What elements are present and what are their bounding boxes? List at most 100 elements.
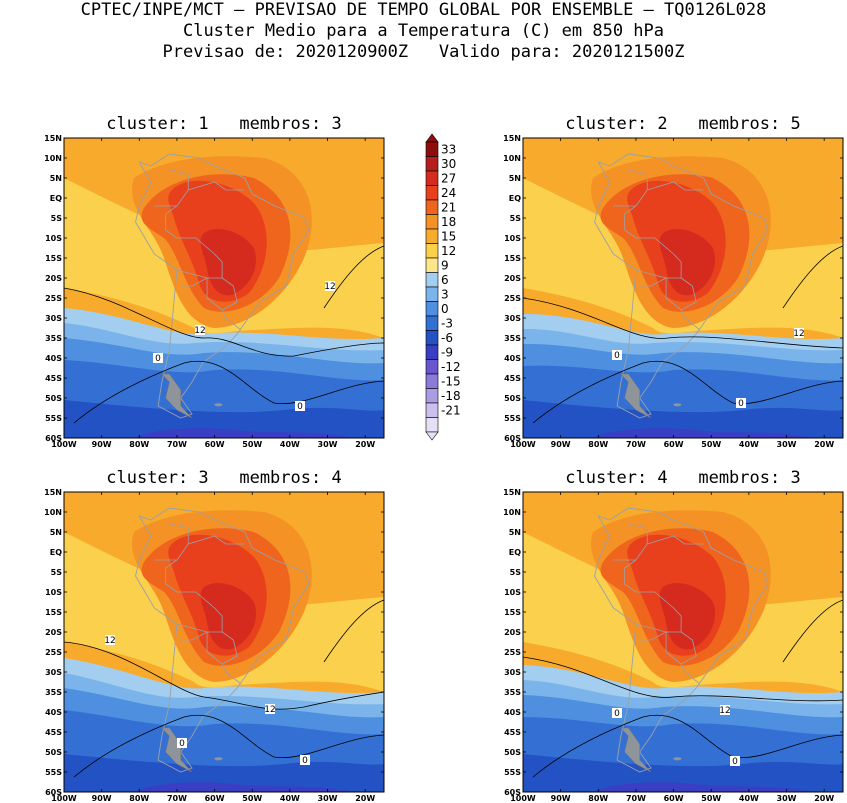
map-panel-1: 15N 10N 5N EQ 5S 10S 15S 20S 25S 30S 35S 40S 45S 50S 5… — [44, 134, 385, 449]
country-border-5 — [628, 523, 648, 544]
lon-tick-label: 20W — [355, 794, 375, 803]
country-border-5 — [169, 169, 189, 190]
lat-tick-label: 30S — [504, 314, 521, 323]
colorbar-bottom-arrow — [425, 431, 439, 441]
lat-tick-label: 25S — [504, 648, 521, 657]
contour-label-3: 0 — [177, 738, 187, 749]
lon-tick-label: 60W — [664, 440, 684, 449]
lat-tick-label: 50S — [45, 394, 62, 403]
svg-text:12: 12 — [194, 326, 205, 336]
lat-tick-label: 25S — [504, 294, 521, 303]
lat-tick-label: 60S — [45, 434, 62, 443]
colorbar-swatch — [425, 185, 439, 201]
lat-tick-label: 15S — [45, 608, 62, 617]
contour-label-2: 12 — [194, 325, 206, 336]
lat-tick-label: 5N — [509, 528, 521, 537]
colorbar-label: 24 — [441, 186, 456, 200]
lon-tick-label: 50W — [701, 794, 721, 803]
lat-tick-label: 5N — [509, 174, 521, 183]
contour-12-ne — [323, 245, 384, 309]
lat-tick-label: 10N — [503, 154, 521, 163]
lon-tick-label: 80W — [588, 440, 608, 449]
cold-band-4 — [523, 754, 843, 792]
lat-tick-label: 15S — [45, 254, 62, 263]
lon-tick-label: 80W — [129, 794, 149, 803]
contour-12-ne — [782, 599, 843, 663]
lat-tick-label: 5S — [51, 214, 63, 223]
svg-text:12: 12 — [104, 636, 115, 646]
svg-text:0: 0 — [614, 351, 620, 361]
patagonia-land — [620, 373, 652, 419]
colorbar-swatch — [425, 402, 439, 418]
country-border-6 — [180, 631, 208, 641]
contour-12 — [64, 287, 384, 357]
patagonia-land — [620, 727, 652, 773]
svg-text:12: 12 — [719, 706, 730, 716]
colorbar-swatch — [425, 344, 439, 360]
lat-tick-label: 15N — [503, 134, 521, 143]
lat-tick-label: 30S — [45, 668, 62, 677]
lon-tick-label: 30W — [318, 794, 338, 803]
lon-tick-label: 50W — [701, 440, 721, 449]
colorbar-swatch — [425, 228, 439, 244]
contour-0 — [73, 714, 384, 778]
colorbar-label: -18 — [441, 389, 460, 403]
lon-tick-label: 100W — [510, 794, 536, 803]
contour-label-3: 0 — [153, 353, 163, 364]
lat-tick-label: 40S — [45, 354, 62, 363]
lon-tick-label: 90W — [551, 794, 571, 803]
lat-tick-label: 40S — [45, 708, 62, 717]
lat-tick-label: 5N — [50, 174, 62, 183]
cold-band-5 — [593, 428, 813, 438]
map-frame — [63, 491, 385, 793]
colorbar-label: 18 — [441, 215, 456, 229]
lat-tick-label: 55S — [45, 414, 62, 423]
coastline — [594, 507, 769, 773]
cold-band-4 — [523, 400, 843, 438]
lon-tick-label: 70W — [167, 440, 187, 449]
contour-label-3: 0 — [736, 398, 746, 409]
lat-tick-label: 60S — [504, 434, 521, 443]
contour-label-1: 12 — [719, 705, 731, 716]
contour-label-2: 0 — [612, 708, 622, 719]
country-border-5 — [628, 169, 648, 190]
warm-band-24 — [200, 228, 257, 296]
lon-tick-label: 30W — [777, 794, 797, 803]
lat-tick-label: 50S — [504, 748, 521, 757]
lat-tick-label: 10S — [45, 588, 62, 597]
contour-12 — [523, 297, 843, 349]
lon-tick-label: 90W — [92, 794, 112, 803]
country-border-2 — [221, 663, 242, 685]
lat-tick-label: 5S — [51, 568, 63, 577]
contour-label-1: 12 — [793, 328, 805, 339]
lat-tick-label: 45S — [504, 374, 521, 383]
lon-tick-label: 30W — [318, 440, 338, 449]
lat-tick-label: 10S — [45, 234, 62, 243]
lat-tick-label: 45S — [504, 728, 521, 737]
lat-tick-label: 40S — [504, 708, 521, 717]
lat-tick-label: 30S — [45, 314, 62, 323]
contour-0 — [532, 714, 843, 778]
lat-tick-label: 35S — [45, 334, 62, 343]
colorbar-swatch — [425, 388, 439, 404]
colorbar-swatch — [425, 330, 439, 346]
falkland-islands — [673, 757, 682, 761]
cold-band-5 — [134, 428, 354, 438]
country-border-6 — [180, 277, 208, 287]
country-border-6 — [639, 277, 667, 287]
contour-12-ne — [323, 599, 384, 663]
lat-tick-label: 60S — [504, 788, 521, 797]
lat-tick-label: 45S — [45, 374, 62, 383]
colorbar-swatch — [425, 170, 439, 186]
colorbar-label: -3 — [441, 316, 453, 330]
falkland-islands — [673, 403, 682, 407]
colorbar-label: 30 — [441, 157, 456, 171]
lat-tick-label: 20S — [45, 274, 62, 283]
lon-tick-label: 100W — [510, 440, 536, 449]
map-frame — [522, 491, 844, 793]
svg-text:0: 0 — [738, 399, 744, 409]
contour-label-4: 0 — [300, 755, 310, 766]
colorbar-swatch — [425, 315, 439, 331]
header-line-1: CPTEC/INPE/MCT – PREVISAO DE TEMPO GLOBA… — [80, 0, 767, 20]
lat-tick-label: 55S — [504, 414, 521, 423]
